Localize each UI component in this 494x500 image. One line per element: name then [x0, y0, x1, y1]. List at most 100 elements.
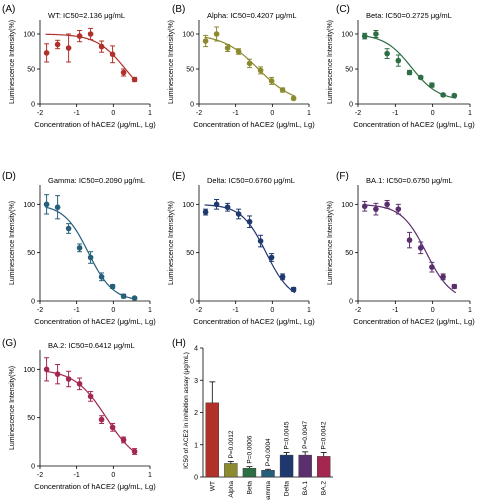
panel-label: (C): [336, 4, 350, 15]
y-tick-label: 50: [186, 67, 194, 74]
x-tick-label: 1: [307, 110, 311, 117]
chart-title: Alpha: IC50=0.4207 μg/mL: [207, 11, 297, 20]
x-tick-label: -1: [233, 110, 239, 117]
data-point: [395, 57, 402, 64]
panel-e: (E) Delta: IC50=0.6760 μg/mL -2 -1 0 1 0 50 100 C…: [168, 171, 315, 326]
data-point: [224, 45, 231, 51]
data-point: [54, 371, 61, 377]
x-axis-label: Concentration of hACE2 (μg/mL, Lg): [353, 317, 475, 326]
x-tick-label: Alpha: [228, 481, 235, 498]
x-tick-label: -2: [355, 307, 361, 314]
x-tick-label: -2: [37, 472, 43, 479]
x-tick-label: -2: [196, 307, 202, 314]
data-point: [235, 211, 242, 217]
y-tick-label: 0: [349, 299, 353, 306]
panel-label: (H): [172, 338, 186, 349]
y-axis-label: Luminescence Intensity(%): [9, 20, 16, 104]
data-point: [131, 448, 138, 455]
panel-c: (C) Beta: IC50=0.2725 μg/mL -2 -1 0 1 0 50 100 Co…: [327, 4, 475, 129]
data-point: [109, 283, 116, 290]
y-tick-label: 0: [349, 102, 353, 109]
p-value-label: P=0.0006: [246, 435, 253, 463]
panel-b: (B) Alpha: IC50=0.4207 μg/mL -2 -1 0 1 0 50 100 C…: [168, 4, 315, 129]
p-value-label: P=0.0004: [265, 438, 272, 466]
y-axis-label: IC50 of ACE2 in inhibition assay (μg/mL): [183, 352, 190, 469]
data-point: [213, 31, 220, 37]
x-tick-label: 0: [431, 307, 435, 314]
y-tick-label: 50: [186, 250, 194, 257]
bar: [242, 468, 257, 478]
chart-title: WT: IC50=2.136 μg/mL: [48, 11, 125, 20]
x-tick-label: -1: [74, 472, 80, 479]
panel-g: (G) BA.2: IC50=0.6412 μg/mL -2 -1 0 1 0 50 100 Co…: [2, 338, 156, 491]
x-axis-label: Concentration of hACE2 (μg/mL, Lg): [34, 317, 156, 326]
y-tick-label: 100: [341, 202, 353, 209]
x-tick-label: 1: [468, 307, 472, 314]
data-point: [65, 45, 72, 51]
panel-label: (D): [2, 171, 16, 182]
x-tick-label: Gamma: [265, 481, 272, 500]
data-point: [246, 218, 253, 225]
x-tick-label: Beta: [246, 481, 253, 495]
data-point: [373, 31, 379, 37]
y-axis-label: Luminescence Intensity(%): [9, 366, 16, 450]
data-point: [429, 82, 435, 88]
x-axis-label: Concentration of hACE2 (μg/mL, Lg): [193, 120, 315, 129]
y-tick-label: 4: [194, 346, 198, 353]
y-axis-label: Luminescence Intensity(%): [168, 20, 175, 104]
data-point: [361, 33, 368, 39]
p-value-label: P=0.0047: [302, 420, 309, 448]
chart-title: Beta: IC50=0.2725 μg/mL: [366, 11, 452, 20]
y-axis-label: Luminescence Intensity(%): [168, 201, 175, 285]
data-point: [279, 274, 286, 280]
data-point: [279, 87, 286, 93]
x-tick-label: 0: [111, 307, 115, 314]
y-tick-label: 100: [182, 32, 194, 39]
x-tick-label: 1: [148, 307, 152, 314]
y-tick-label: 0: [190, 102, 194, 109]
y-tick-label: 100: [23, 202, 35, 209]
y-tick-label: 2: [194, 410, 198, 417]
p-value-label: P=0.0042: [321, 421, 328, 449]
x-tick-label: -1: [74, 307, 80, 314]
x-tick-label: 1: [148, 472, 152, 479]
x-tick-label: 0: [270, 110, 274, 117]
data-point: [373, 206, 379, 212]
y-tick-label: 0: [31, 102, 35, 109]
y-tick-label: 50: [345, 250, 353, 257]
y-axis-label: Luminescence Intensity(%): [9, 201, 16, 285]
data-point: [290, 95, 297, 102]
data-point: [224, 204, 231, 211]
panel-d: (D) Gamma: IC50=0.2090 μg/mL -2 -1 0 1 0 50 100 C…: [2, 171, 156, 326]
y-tick-label: 100: [23, 367, 35, 374]
y-axis-label: Luminescence Intensity(%): [327, 201, 334, 285]
bar: [298, 454, 312, 478]
data-point: [451, 283, 458, 290]
x-axis-label: Concentration of hACE2 (μg/mL, Lg): [353, 120, 475, 129]
data-point: [54, 204, 61, 211]
data-point: [131, 295, 138, 301]
data-point: [43, 50, 50, 56]
data-point: [120, 69, 127, 76]
data-point: [246, 60, 253, 67]
y-tick-label: 100: [182, 202, 194, 209]
x-tick-label: 1: [307, 307, 311, 314]
x-tick-label: 1: [148, 110, 152, 117]
data-point: [257, 67, 264, 74]
bar: [279, 454, 294, 478]
x-tick-label: 0: [431, 110, 435, 117]
data-point: [213, 201, 220, 208]
panel-f: (F) BA.1: IC50=0.6750 μg/mL -2 -1 0 1 0 50 100 Co…: [327, 171, 475, 326]
y-tick-label: 3: [194, 378, 198, 385]
panel-label: (G): [2, 338, 16, 349]
data-point: [417, 74, 424, 81]
data-point: [417, 245, 424, 251]
data-point: [109, 424, 116, 431]
data-point: [120, 293, 127, 299]
data-point: [429, 264, 435, 270]
data-point: [451, 92, 458, 99]
x-tick-label: 1: [468, 110, 472, 117]
data-point: [87, 31, 94, 37]
